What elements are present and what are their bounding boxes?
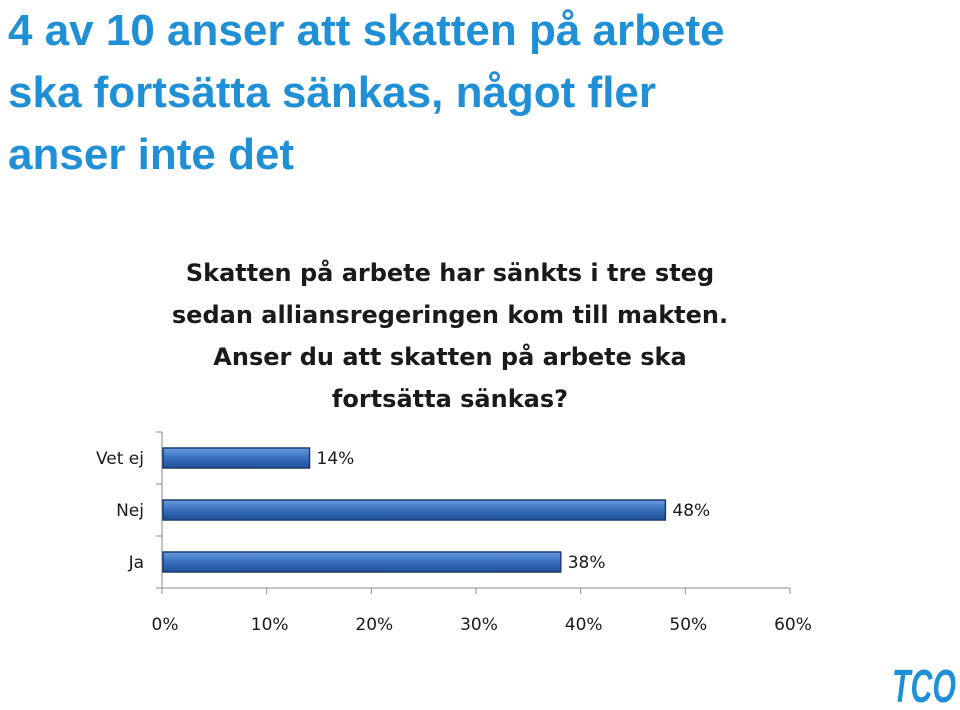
bar-ja [162, 551, 562, 573]
question-line-2: sedan alliansregeringen kom till makten. [171, 301, 729, 329]
question-line-1: Skatten på arbete har sänkts i tre steg [185, 259, 715, 287]
data-label: 48% [672, 501, 710, 521]
category-label: Nej [116, 501, 144, 521]
x-tick-label: 60% [774, 615, 812, 635]
data-label: 38% [568, 553, 606, 573]
page-title: 4 av 10 anser att skatten på arbete ska … [8, 0, 725, 186]
x-tick-label: 50% [669, 615, 707, 635]
tco-logo: TCO [892, 662, 956, 706]
x-tick-label: 10% [251, 615, 289, 635]
headline-line-3: anser inte det [8, 130, 295, 179]
question-line-3: Anser du att skatten på arbete ska [213, 343, 687, 371]
x-tick-label: 20% [355, 615, 393, 635]
bar-nej [162, 499, 667, 521]
x-tick-label: 0% [152, 615, 179, 635]
category-label: Ja [128, 553, 144, 573]
headline-line-1: 4 av 10 anser att skatten på arbete [8, 6, 725, 55]
x-tick-label: 30% [460, 615, 498, 635]
x-tick-label: 40% [565, 615, 603, 635]
question-line-4: fortsätta sänkas? [331, 385, 569, 413]
category-label: Vet ej [96, 449, 144, 469]
data-label: 14% [317, 449, 355, 469]
survey-question: Skatten på arbete har sänkts i tre steg … [140, 252, 760, 420]
headline-line-2: ska fortsätta sänkas, något fler [8, 68, 657, 117]
bar-vet-ej [162, 447, 311, 469]
tco-logo-text: TCO [892, 662, 956, 706]
